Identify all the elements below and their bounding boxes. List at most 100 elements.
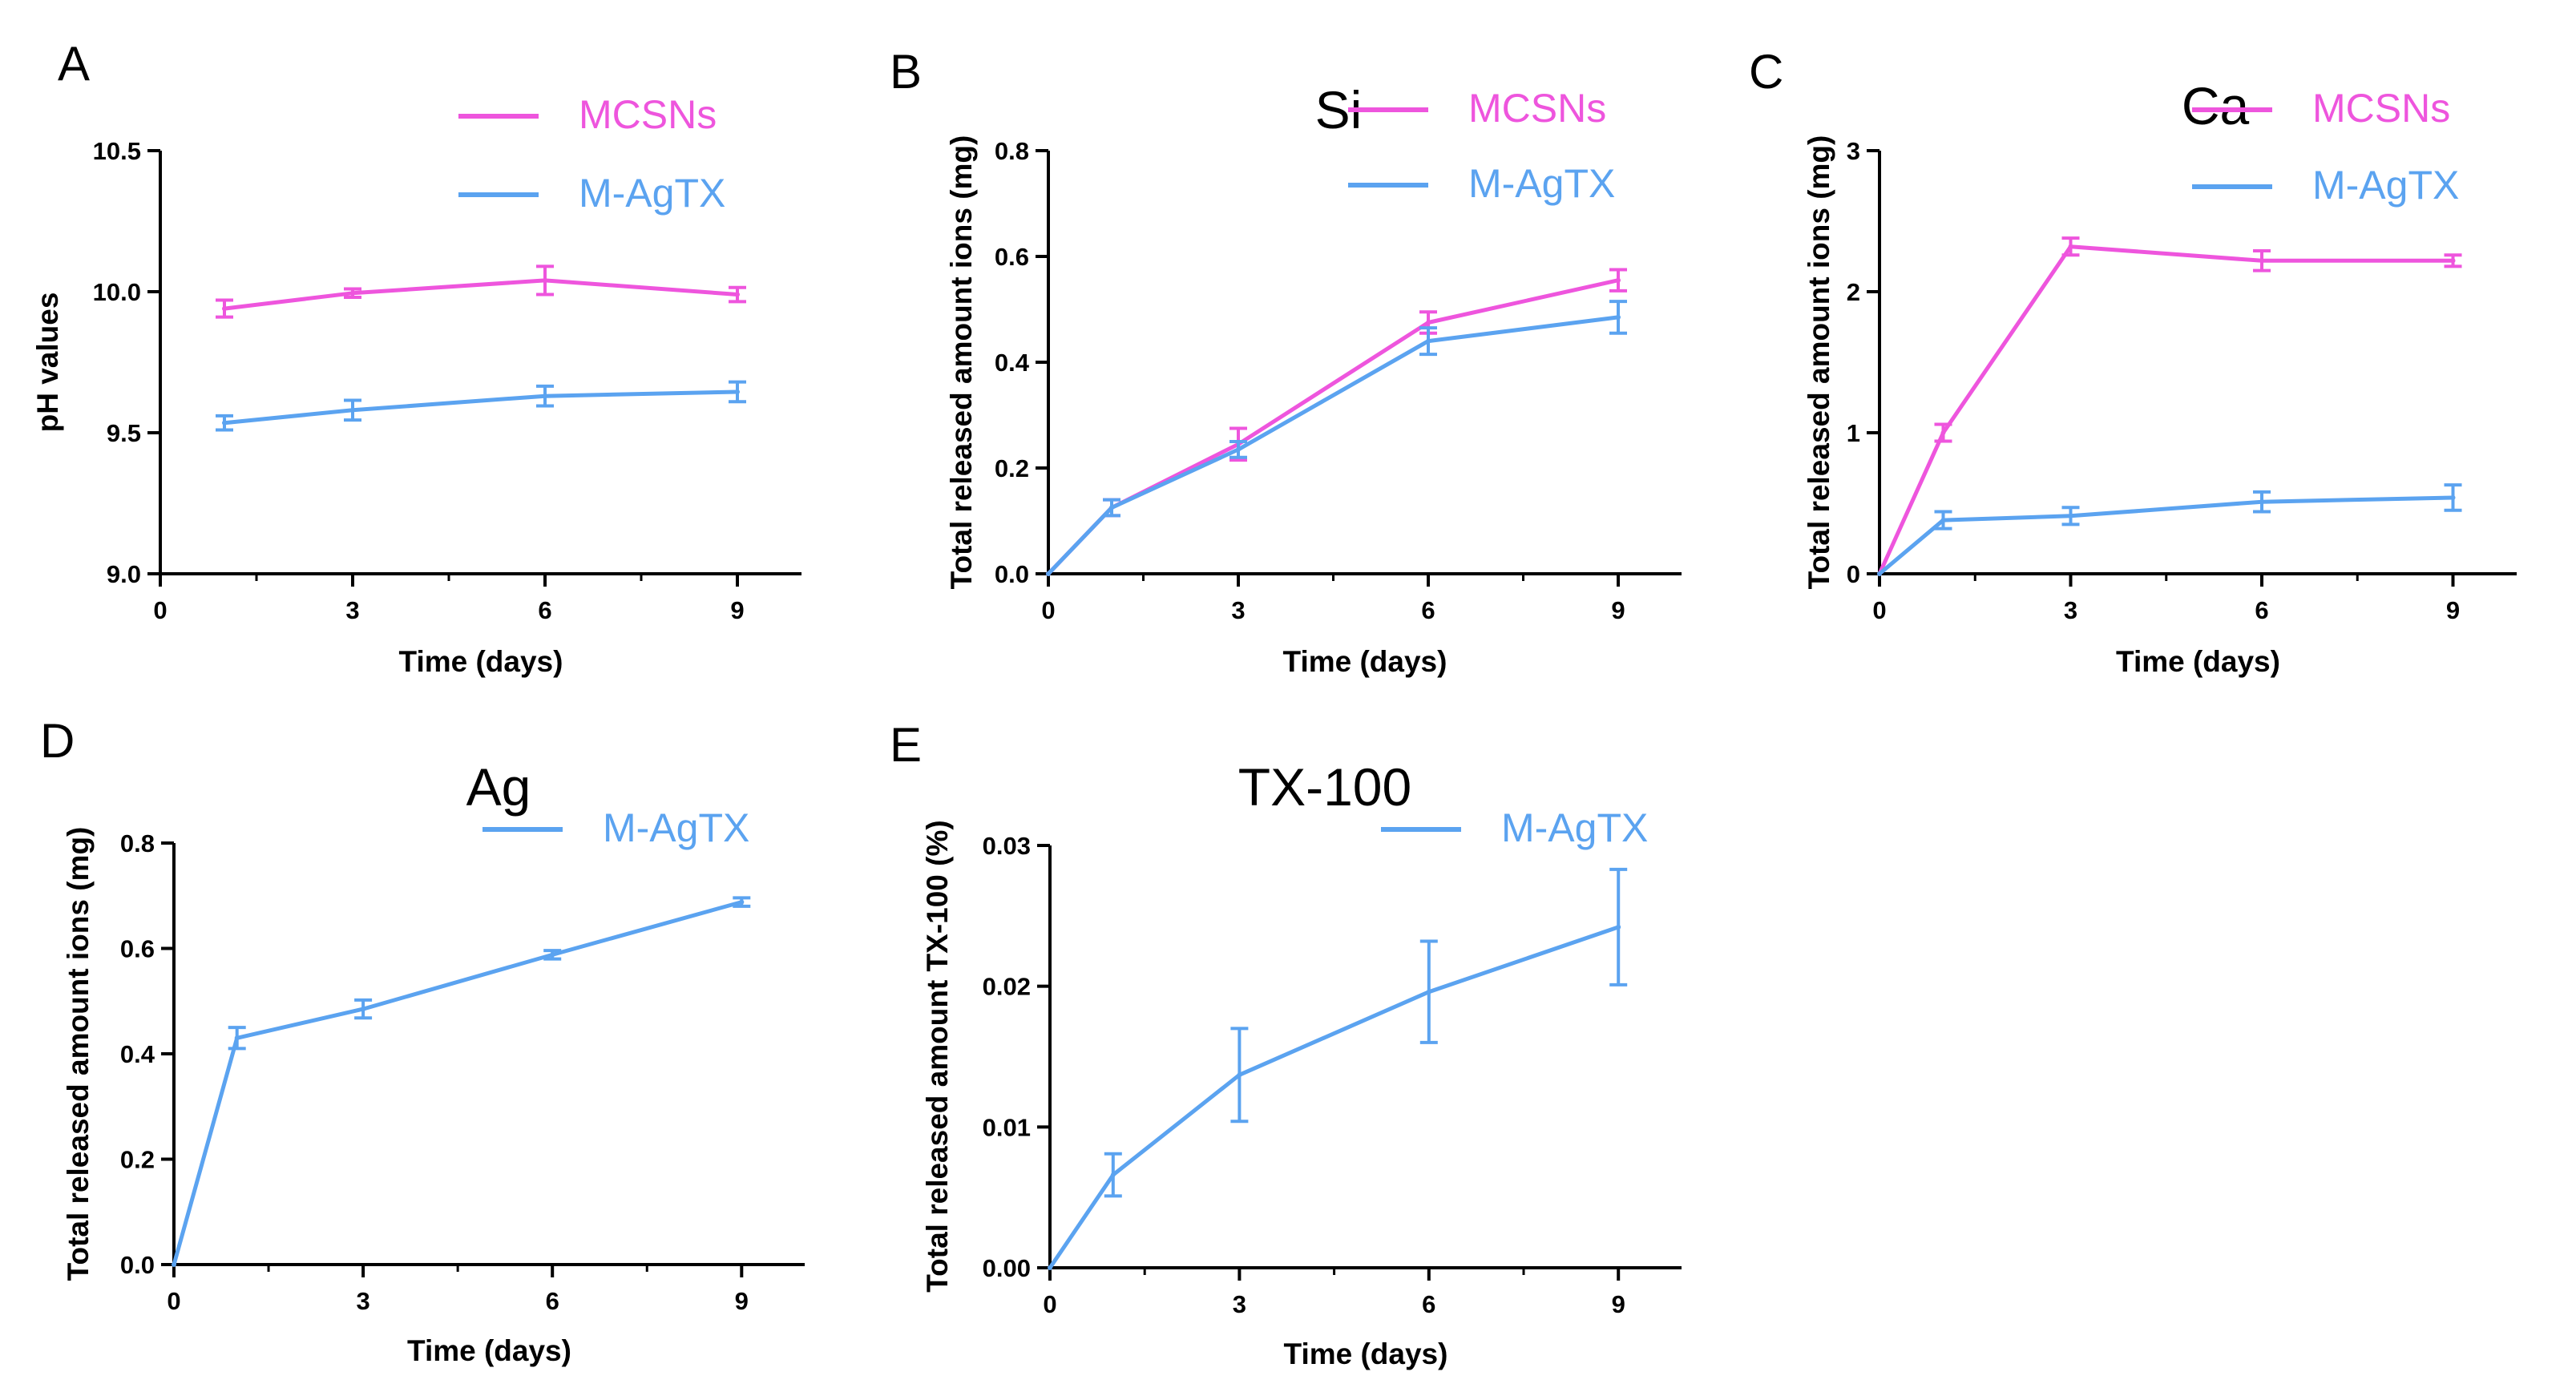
y-tick-label: 1 — [1847, 419, 1860, 447]
data-point — [228, 1026, 246, 1051]
series-m-agtx — [172, 896, 751, 1267]
data-point — [2061, 236, 2080, 257]
data-point — [1934, 510, 1952, 531]
x-axis-label: Time (days) — [2116, 645, 2280, 678]
data-point — [172, 1262, 176, 1267]
data-point — [729, 380, 746, 404]
series-line — [1877, 244, 2453, 575]
y-tick-label: 0.4 — [995, 349, 1030, 377]
legend-entry: M-AgTX — [2192, 163, 2459, 208]
y-tick-label: 10.5 — [93, 137, 141, 165]
x-tick-label: 0 — [1872, 596, 1886, 624]
y-tick-label: 0 — [1847, 560, 1860, 588]
data-point — [1934, 422, 1952, 443]
panel-letter: A — [58, 37, 90, 91]
y-tick-label: 0.8 — [995, 137, 1029, 165]
data-point — [1104, 1152, 1122, 1198]
y-tick-label: 3 — [1847, 137, 1860, 165]
legend-label: M-AgTX — [1501, 805, 1648, 850]
legend-entry: M-AgTX — [482, 805, 749, 850]
data-point — [536, 384, 554, 408]
data-point — [1609, 867, 1628, 986]
series-line — [1878, 495, 2453, 575]
data-point-marker — [172, 1262, 176, 1267]
data-point — [1229, 440, 1247, 459]
legend-entry: MCSNs — [458, 92, 717, 137]
x-tick-label: 0 — [1043, 1290, 1056, 1318]
series-line — [1047, 278, 1619, 575]
legend-entry: M-AgTX — [1348, 161, 1615, 206]
series-m-agtx — [216, 380, 746, 432]
x-tick-label: 3 — [1231, 596, 1245, 624]
y-tick-label: 0.0 — [995, 560, 1029, 588]
data-point — [1230, 1027, 1249, 1124]
data-point — [1419, 326, 1437, 357]
x-tick-label: 9 — [1611, 596, 1625, 624]
x-tick-label: 6 — [1421, 596, 1435, 624]
panel-c: C Ca 0 1 2 3 0 3 6 9 Time (days) Total released amo… — [1749, 45, 2517, 678]
legend-label: MCSNs — [579, 92, 717, 137]
data-point — [216, 298, 233, 319]
x-axis-label: Time (days) — [1284, 1337, 1448, 1370]
panel-letter: B — [890, 45, 922, 99]
data-point-marker — [1877, 571, 1882, 576]
x-tick-label: 0 — [153, 596, 167, 624]
data-point — [1046, 571, 1051, 576]
data-point — [2061, 506, 2080, 527]
series-line — [1047, 315, 1619, 575]
data-point — [1609, 268, 1627, 293]
legend-label: M-AgTX — [579, 171, 725, 216]
y-tick-label: 2 — [1847, 278, 1860, 306]
y-tick-label: 0.8 — [120, 829, 155, 857]
series-mcsns — [216, 264, 746, 319]
data-point — [2444, 253, 2462, 268]
y-tick-label: 0.2 — [120, 1146, 155, 1174]
y-axis-label: Total released amount ions (mg) — [1803, 135, 1835, 590]
x-tick-label: 3 — [1233, 1290, 1246, 1318]
series-m-agtx — [1046, 300, 1627, 576]
data-point — [536, 264, 554, 297]
series-line — [172, 900, 742, 1265]
panel-e: E TX-100 0.00 0.01 0.02 0.03 0 3 6 9 Time (days) To… — [890, 718, 1682, 1370]
legend-entry: MCSNs — [1348, 86, 1606, 131]
x-tick-label: 6 — [2255, 596, 2268, 624]
x-tick-label: 9 — [1612, 1290, 1625, 1318]
data-point-marker — [1046, 571, 1051, 576]
y-tick-label: 9.0 — [107, 560, 141, 588]
x-axis-label: Time (days) — [407, 1334, 571, 1367]
y-axis-label: Total released amount ions (mg) — [945, 135, 978, 590]
chart-title: TX-100 — [1238, 757, 1411, 817]
data-point — [1419, 939, 1438, 1044]
x-tick-label: 9 — [2446, 596, 2460, 624]
x-tick-label: 9 — [735, 1287, 749, 1315]
y-tick-label: 0.6 — [995, 243, 1029, 271]
x-tick-label: 0 — [167, 1287, 180, 1315]
x-tick-label: 9 — [730, 596, 744, 624]
y-tick-label: 0.01 — [983, 1113, 1031, 1141]
data-point — [2444, 483, 2462, 512]
y-tick-label: 10.0 — [93, 278, 141, 306]
legend-entry: MCSNs — [2192, 86, 2450, 131]
x-tick-label: 6 — [546, 1287, 559, 1315]
x-tick-label: 3 — [345, 596, 359, 624]
legend-label: MCSNs — [2312, 86, 2450, 131]
y-tick-label: 0.03 — [983, 832, 1031, 860]
series-line — [224, 278, 738, 311]
panel-d: D Ag 0.0 0.2 0.4 0.6 0.8 0 3 6 9 Time (days) Total r… — [40, 714, 805, 1367]
data-point — [354, 998, 373, 1020]
legend-entry: M-AgTX — [1381, 805, 1648, 850]
y-tick-label: 0.6 — [120, 935, 155, 963]
data-point — [1048, 1265, 1052, 1270]
x-tick-label: 3 — [356, 1287, 369, 1315]
data-point — [216, 414, 233, 432]
legend-label: M-AgTX — [1468, 161, 1615, 206]
x-tick-label: 6 — [1422, 1290, 1435, 1318]
legend-entry: M-AgTX — [458, 171, 725, 216]
x-tick-label: 6 — [538, 596, 551, 624]
series-m-agtx — [1048, 867, 1628, 1270]
y-tick-label: 0.0 — [120, 1251, 155, 1279]
series-m-agtx — [1877, 483, 2462, 576]
legend-label: M-AgTX — [603, 805, 749, 850]
